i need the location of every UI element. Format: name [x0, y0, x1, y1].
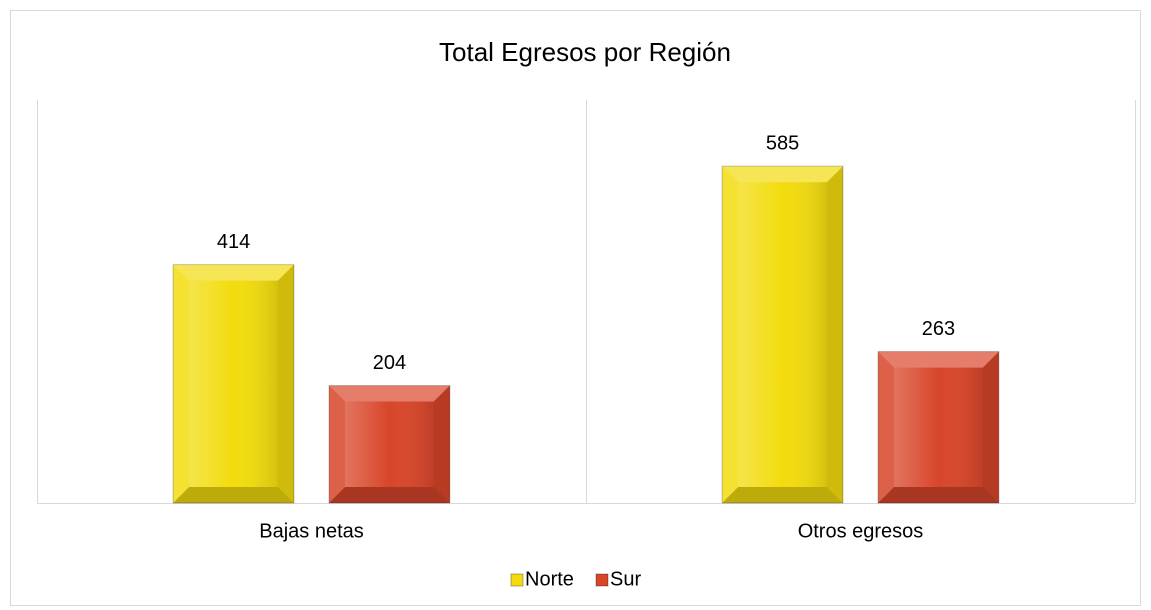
bar-bevel	[878, 351, 895, 503]
bar-sheen	[345, 401, 434, 487]
bar-bevel	[329, 385, 346, 503]
bar-bevel	[878, 351, 999, 368]
chart-title: Total Egresos por Región	[439, 37, 731, 67]
x-tick-label: Otros egresos	[798, 520, 924, 542]
x-tick-label: Bajas netas	[259, 520, 364, 542]
legend-label: Sur	[610, 568, 641, 590]
legend-label: Norte	[525, 568, 574, 590]
legend-swatch	[510, 573, 524, 587]
bar-bevel	[722, 166, 739, 503]
bar-bevel	[329, 385, 450, 402]
bar-bevel	[878, 487, 999, 503]
bar-bevel	[173, 487, 294, 503]
value-label: 585	[766, 132, 799, 154]
bar-sheen	[894, 367, 983, 487]
legend-swatch	[595, 573, 609, 587]
bar-bevel	[277, 264, 294, 503]
bar-bevel	[826, 166, 843, 503]
bar-sheen	[189, 280, 278, 487]
value-label: 414	[217, 231, 250, 253]
bar-bevel	[722, 166, 843, 183]
bar-bevel	[433, 385, 450, 503]
bar-bevel	[173, 264, 190, 503]
bar-bevel	[722, 487, 843, 503]
bar-bevel	[173, 264, 294, 281]
bar-bevel	[329, 487, 450, 503]
bar-bevel	[982, 351, 999, 503]
bar-sheen	[738, 182, 827, 487]
value-label: 204	[373, 352, 406, 374]
value-label: 263	[922, 318, 955, 340]
